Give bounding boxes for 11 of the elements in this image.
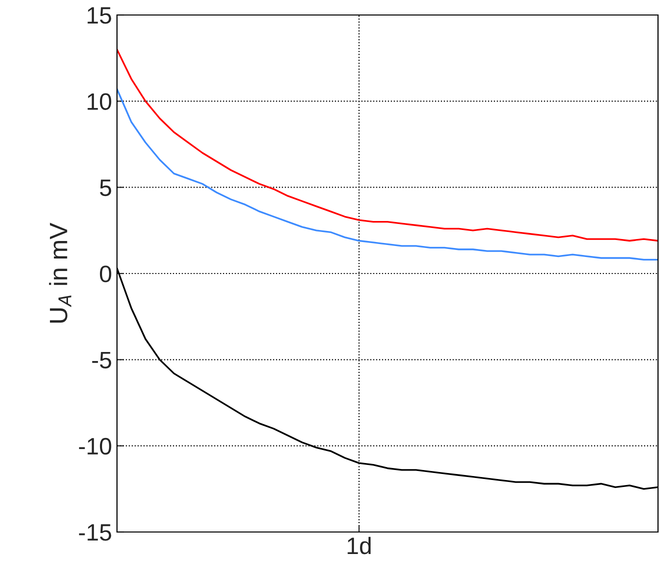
x-tick-label: 1d <box>348 536 371 554</box>
y-axis-title: U$_{A}$ in mV <box>49 222 72 323</box>
y-tick-label: 10 <box>88 93 112 110</box>
line-series <box>117 88 658 261</box>
y-tick-label: 0 <box>100 266 112 282</box>
y-tick-label: -5 <box>92 352 112 368</box>
y-tick-label: 5 <box>100 180 112 196</box>
y-tick-label: 15 <box>88 7 112 24</box>
y-tick-label: -10 <box>79 438 112 455</box>
y-tick-label: -15 <box>79 524 112 541</box>
line-series <box>117 48 658 242</box>
